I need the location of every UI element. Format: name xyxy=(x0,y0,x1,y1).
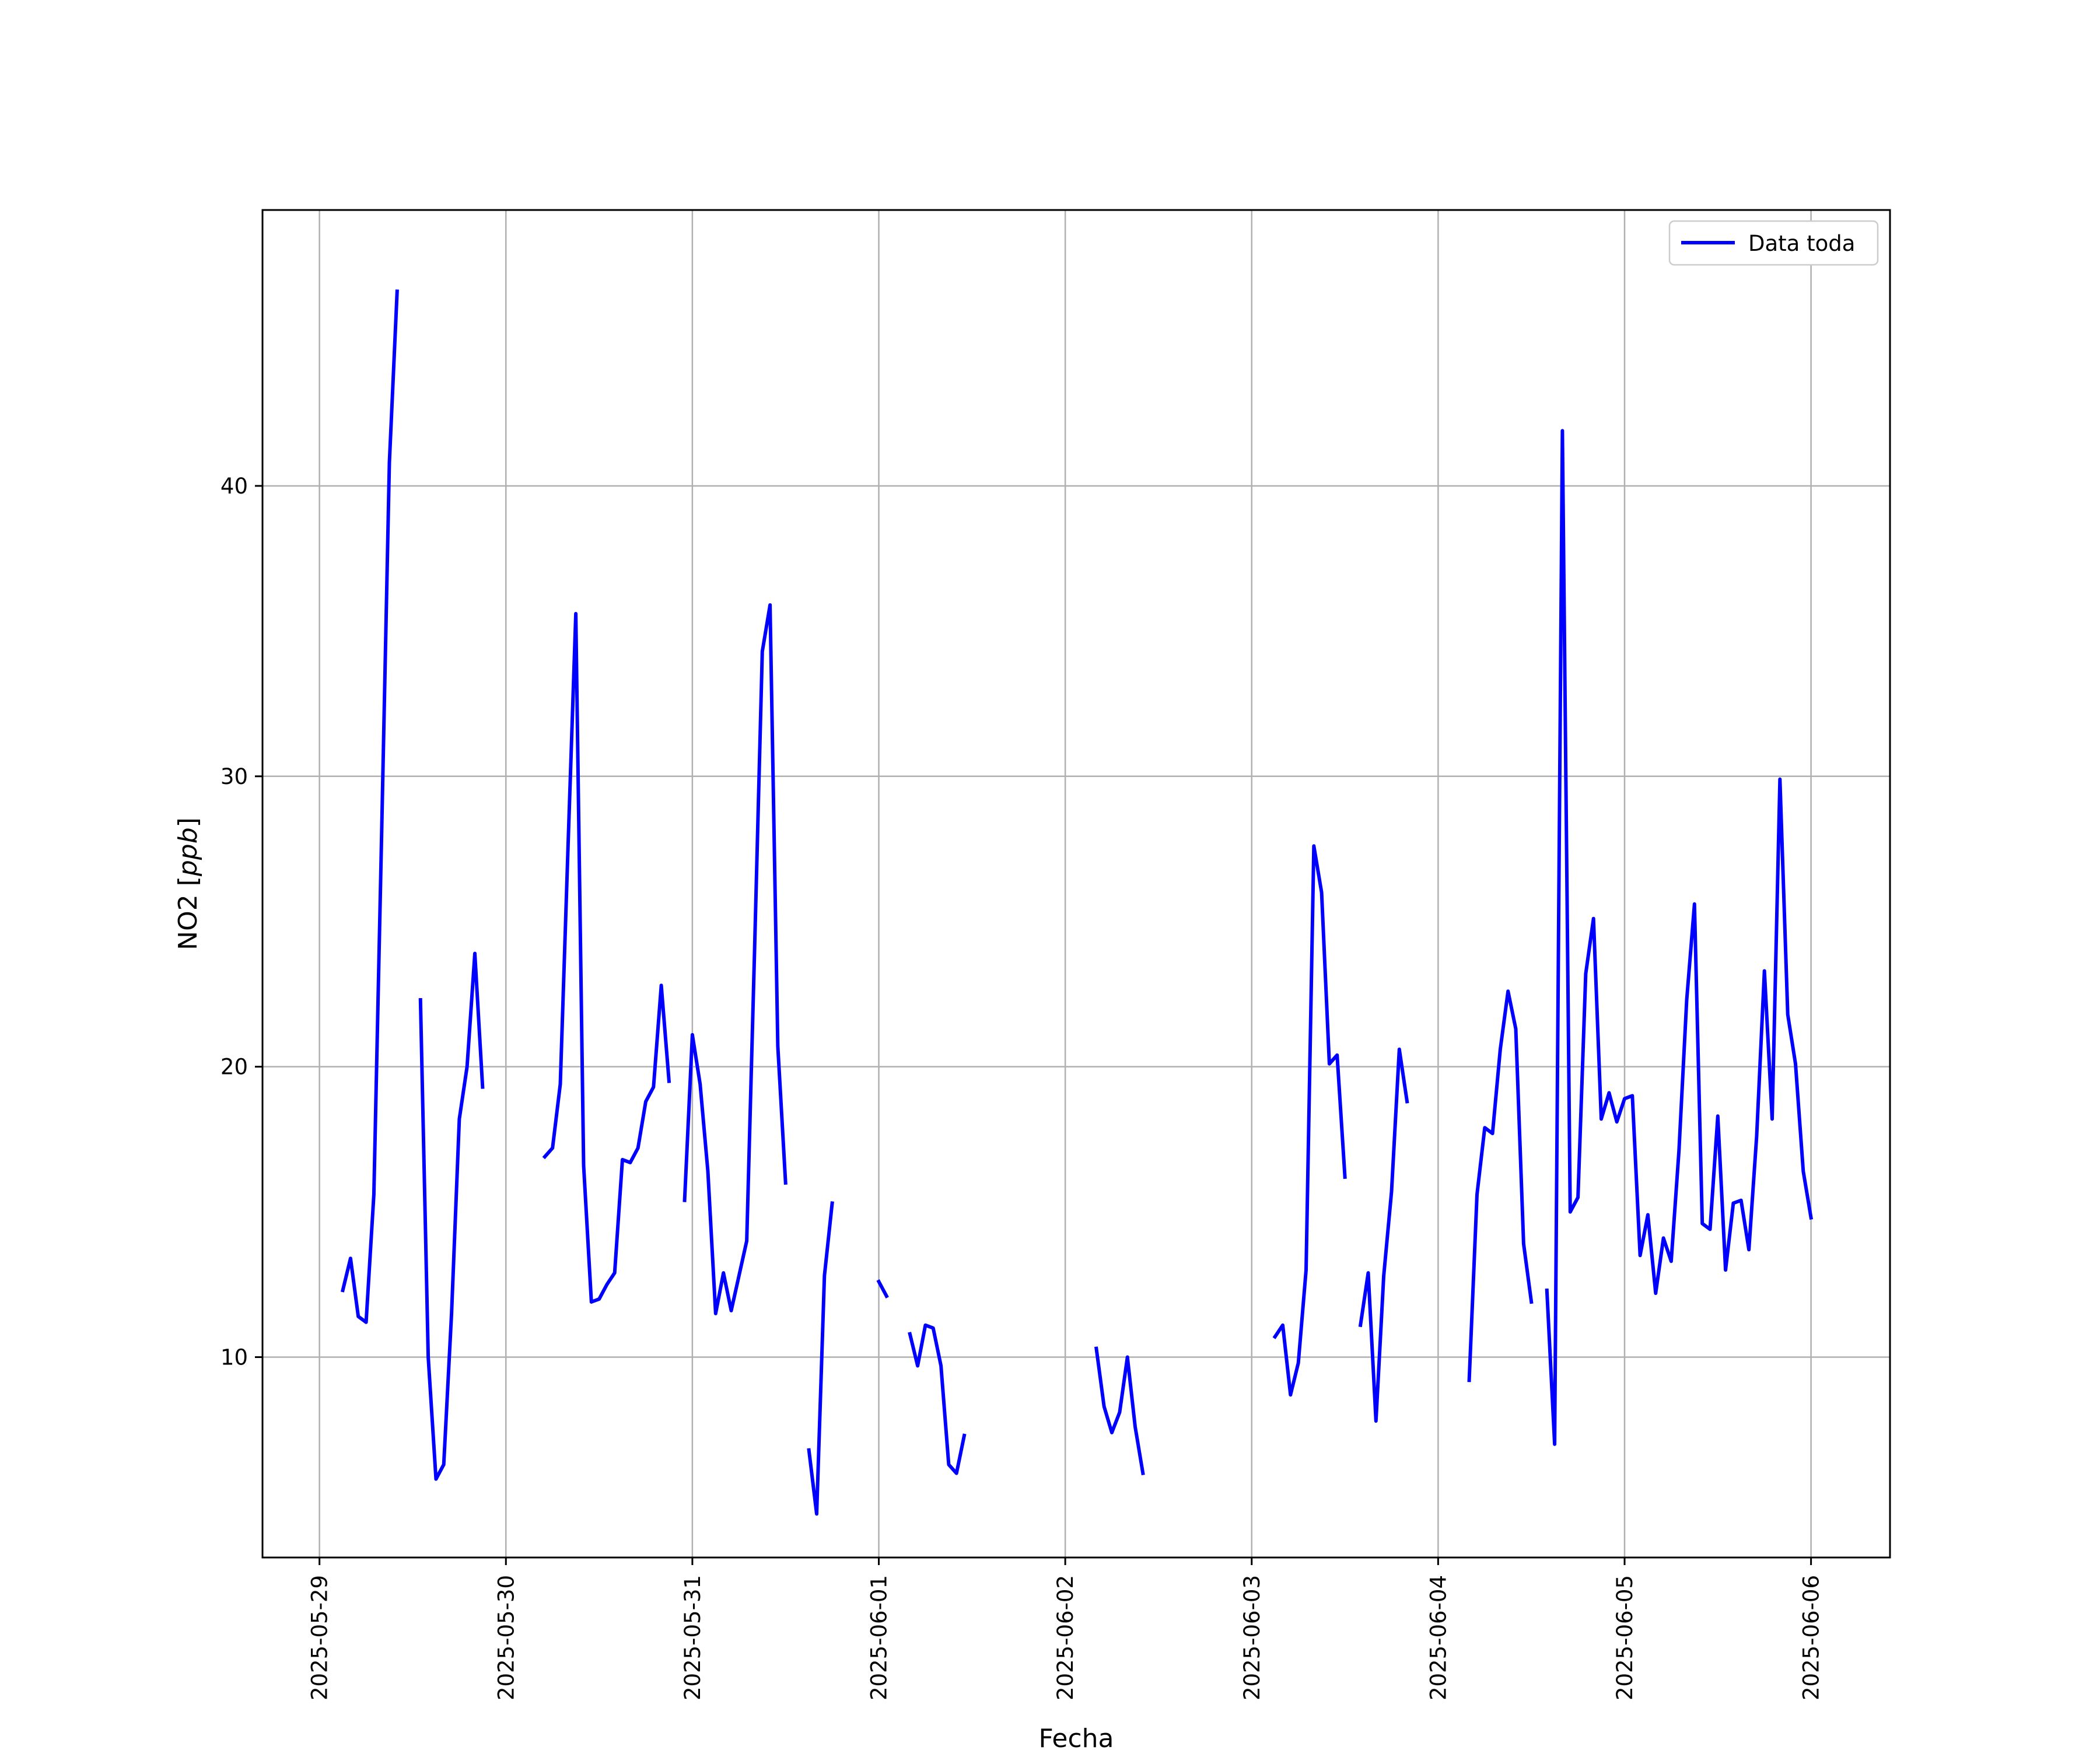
x-axis-label: Fecha xyxy=(1038,1724,1114,1750)
series-line-segment xyxy=(542,612,671,1304)
series-line-segment xyxy=(418,951,485,1481)
series-lines xyxy=(340,289,1814,1516)
plot-frame xyxy=(261,209,1891,1559)
y-tick-label: 20 xyxy=(220,1055,248,1080)
series-line-segment xyxy=(1358,1047,1409,1423)
x-tick-label: 2025-06-06 xyxy=(1799,1575,1824,1700)
series-line-segment xyxy=(1467,989,1534,1382)
x-tick-label: 2025-06-02 xyxy=(1053,1575,1078,1700)
legend: Data toda xyxy=(1668,220,1879,266)
series-line-segment xyxy=(1545,429,1814,1446)
y-axis-label-unit: ppb xyxy=(173,827,203,877)
series-line-segment xyxy=(876,1279,889,1298)
x-tick-label: 2025-05-29 xyxy=(307,1575,332,1700)
x-tick-label: 2025-06-03 xyxy=(1240,1575,1265,1700)
legend-box xyxy=(1668,220,1879,266)
grid-lines xyxy=(262,210,1890,1558)
y-tick-label: 30 xyxy=(220,764,248,789)
x-tick-label: 2025-06-01 xyxy=(867,1575,892,1700)
series-line-segment xyxy=(340,289,399,1324)
series-line-segment xyxy=(908,1323,967,1475)
y-axis-ticks: 10 20 30 40 xyxy=(220,474,262,1370)
x-tick-label: 2025-05-31 xyxy=(680,1575,705,1700)
y-axis-label-main: NO2 [ xyxy=(173,876,203,950)
x-tick-label: 2025-06-05 xyxy=(1612,1575,1637,1700)
legend-label: Data toda xyxy=(1748,231,1855,256)
y-tick-label: 10 xyxy=(220,1345,248,1370)
y-axis-label: NO2 [ppb] xyxy=(173,817,203,950)
y-axis-label-close: ] xyxy=(173,817,203,827)
x-axis-ticks: 2025-05-29 2025-05-30 2025-05-31 2025-06-01… xyxy=(307,1558,1824,1700)
series-line-segment xyxy=(1094,1346,1145,1476)
x-tick-label: 2025-05-30 xyxy=(494,1575,519,1700)
y-tick-label: 40 xyxy=(220,474,248,499)
series-line-segment xyxy=(1272,844,1347,1397)
x-tick-label: 2025-06-04 xyxy=(1426,1575,1451,1700)
series-line-segment xyxy=(807,1201,834,1516)
series-line-segment xyxy=(682,603,788,1315)
